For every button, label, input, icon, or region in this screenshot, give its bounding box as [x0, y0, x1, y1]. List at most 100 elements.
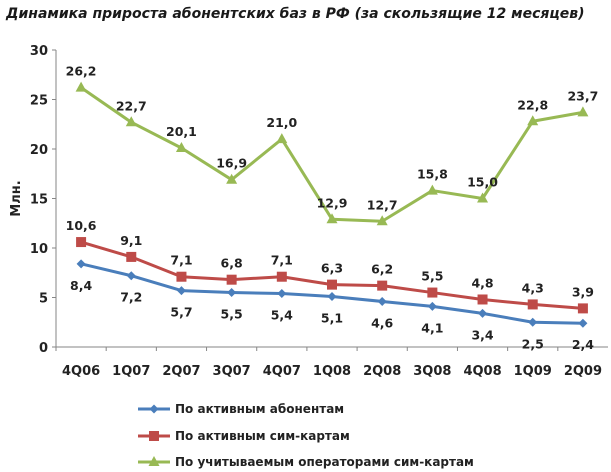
- data-label: 10,6: [66, 218, 97, 233]
- x-tick-label: 4Q07: [263, 364, 301, 379]
- data-point-diamond: [377, 296, 387, 306]
- y-tick-label: 15: [30, 193, 48, 208]
- data-label: 4,1: [421, 320, 443, 335]
- data-point-square: [126, 251, 137, 262]
- data-label: 3,4: [471, 327, 493, 342]
- x-tick-label: 1Q08: [313, 364, 351, 379]
- data-point-triangle: [75, 81, 87, 92]
- data-label: 21,0: [266, 115, 297, 130]
- data-point-square: [176, 271, 187, 282]
- legend-item-2: По активным сим-картам: [138, 429, 350, 443]
- data-label: 26,2: [66, 64, 97, 79]
- x-tick-label: 2Q08: [363, 364, 401, 379]
- data-label: 5,1: [321, 311, 343, 326]
- data-point-diamond: [578, 318, 588, 328]
- legend-marker: [149, 404, 159, 414]
- data-label: 5,5: [221, 307, 243, 322]
- data-label: 5,4: [271, 308, 293, 323]
- data-point-diamond: [528, 317, 538, 327]
- data-label: 7,1: [271, 253, 293, 268]
- data-point-square: [226, 274, 237, 285]
- data-point-triangle: [175, 142, 187, 153]
- x-tick-label: 2Q07: [162, 364, 200, 379]
- data-label: 7,2: [120, 290, 142, 305]
- data-point-diamond: [327, 292, 337, 302]
- data-point-diamond: [427, 301, 437, 311]
- data-label: 7,1: [170, 253, 192, 268]
- data-point-triangle: [125, 116, 137, 127]
- data-point-square: [477, 294, 488, 305]
- data-label: 3,9: [572, 284, 594, 299]
- data-point-square: [327, 279, 337, 290]
- data-label: 22,8: [517, 97, 548, 112]
- y-tick-label: 10: [30, 242, 48, 257]
- data-label: 16,9: [216, 156, 247, 171]
- data-label: 20,1: [166, 124, 197, 139]
- series-2: [76, 237, 588, 314]
- legend-label: По активным сим-картам: [175, 429, 350, 443]
- data-label: 2,5: [522, 336, 544, 351]
- data-point-diamond: [478, 308, 488, 318]
- legend-marker: [148, 456, 160, 466]
- data-point-triangle: [477, 192, 489, 203]
- data-point-diamond: [126, 271, 136, 281]
- data-point-diamond: [76, 259, 86, 269]
- x-tick-label: 3Q07: [213, 364, 251, 379]
- chart-title: Динамика прироста абонентских баз в РФ (…: [6, 6, 585, 22]
- data-point-square: [377, 280, 388, 291]
- y-tick-label: 25: [30, 94, 48, 109]
- x-tick-label: 1Q09: [514, 364, 552, 379]
- series-1: [76, 259, 588, 328]
- legend-item-3: По учитываемым операторами сим-картам: [138, 455, 474, 469]
- data-label: 5,7: [170, 305, 192, 320]
- data-label: 22,7: [116, 98, 147, 113]
- data-point-diamond: [227, 288, 237, 298]
- x-tick-label: 3Q08: [413, 364, 451, 379]
- y-tick-label: 30: [30, 44, 48, 59]
- data-point-square: [427, 287, 438, 298]
- data-label: 15,8: [417, 167, 448, 182]
- data-point-triangle: [326, 213, 338, 224]
- y-tick-label: 5: [39, 292, 48, 307]
- data-labels: 8,4 7,2 5,7 5,5 5,4 5,1 4,6 4,1 3,4 2,5 2,4 10,6 9,1…: [66, 64, 599, 353]
- series-3: [75, 81, 589, 226]
- axes: 0 5 10 15 20 25 30 4Q06 1Q07 2Q07 3Q07 4Q07 1Q08 2Q08…: [9, 44, 608, 379]
- data-label: 4,3: [522, 280, 544, 295]
- data-label: 9,1: [120, 233, 142, 248]
- y-axis-label: Млн.: [9, 180, 24, 216]
- data-point-square: [276, 271, 287, 282]
- y-tick-label: 20: [30, 143, 48, 158]
- data-label: 4,8: [471, 275, 493, 290]
- data-point-triangle: [376, 215, 388, 226]
- data-point-triangle: [226, 173, 238, 184]
- data-point-triangle: [577, 106, 589, 117]
- data-point-square: [527, 299, 538, 310]
- x-tick-label: 1Q07: [112, 364, 150, 379]
- data-label: 23,7: [567, 88, 598, 103]
- data-point-square: [577, 303, 588, 314]
- series-lines: [75, 81, 589, 328]
- data-point-triangle: [527, 115, 539, 126]
- data-label: 2,4: [572, 337, 594, 352]
- x-tick-label: 4Q06: [62, 364, 100, 379]
- x-tick-label: 2Q09: [564, 364, 602, 379]
- x-tick-label: 4Q08: [463, 364, 501, 379]
- data-point-square: [76, 237, 87, 248]
- data-label: 5,5: [421, 269, 443, 284]
- data-label: 4,6: [371, 315, 393, 330]
- data-label: 12,7: [367, 197, 398, 212]
- legend: По активным абонентам По активным сим-кар…: [138, 402, 474, 469]
- data-label: 15,0: [467, 175, 498, 190]
- legend-label: По учитываемым операторами сим-картам: [175, 455, 474, 469]
- data-label: 6,8: [221, 256, 243, 271]
- data-point-triangle: [276, 133, 288, 144]
- legend-label: По активным абонентам: [175, 402, 344, 416]
- data-label: 6,2: [371, 262, 393, 277]
- y-tick-label: 0: [39, 341, 48, 356]
- data-label: 6,3: [321, 261, 343, 276]
- data-point-diamond: [176, 286, 186, 296]
- legend-marker: [149, 431, 159, 441]
- data-point-triangle: [426, 184, 438, 195]
- legend-item-1: По активным абонентам: [138, 402, 344, 416]
